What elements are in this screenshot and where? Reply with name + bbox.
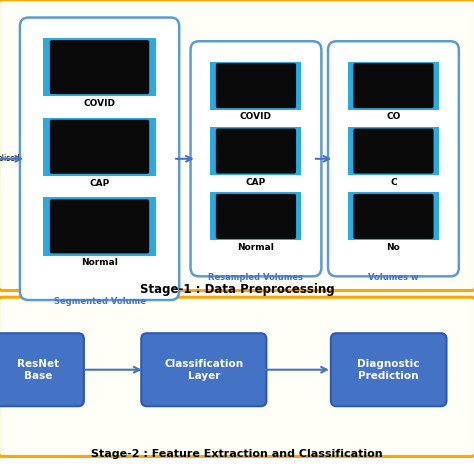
Text: Stage-1 : Data Preprocessing: Stage-1 : Data Preprocessing	[140, 283, 334, 296]
FancyBboxPatch shape	[50, 200, 149, 254]
Bar	[210, 192, 301, 240]
Text: CO: CO	[386, 112, 401, 121]
Text: COVID: COVID	[240, 112, 272, 121]
Bar	[348, 192, 439, 240]
FancyBboxPatch shape	[0, 333, 84, 406]
FancyBboxPatch shape	[353, 128, 434, 173]
FancyBboxPatch shape	[216, 128, 296, 173]
Bar	[348, 127, 439, 175]
Text: Normal: Normal	[81, 258, 118, 267]
Text: COVID: COVID	[83, 99, 116, 108]
FancyBboxPatch shape	[50, 120, 149, 174]
Bar	[348, 62, 439, 109]
Bar	[43, 38, 156, 96]
Text: No: No	[386, 243, 401, 252]
FancyBboxPatch shape	[331, 333, 447, 406]
Text: CAP: CAP	[246, 178, 266, 187]
FancyBboxPatch shape	[0, 297, 474, 456]
FancyBboxPatch shape	[353, 194, 434, 239]
FancyBboxPatch shape	[216, 63, 296, 108]
Bar	[210, 127, 301, 175]
Text: ResNet
Base: ResNet Base	[17, 359, 59, 381]
Bar	[210, 62, 301, 109]
Text: Stage-2 : Feature Extraction and Classification: Stage-2 : Feature Extraction and Classif…	[91, 449, 383, 459]
Text: Normal: Normal	[237, 243, 274, 252]
Text: Classification
Layer: Classification Layer	[164, 359, 243, 381]
FancyBboxPatch shape	[191, 41, 321, 276]
FancyBboxPatch shape	[141, 333, 266, 406]
Bar	[43, 197, 156, 255]
FancyBboxPatch shape	[216, 194, 296, 239]
FancyBboxPatch shape	[0, 0, 474, 291]
Text: alised: alised	[0, 155, 20, 163]
Bar	[43, 118, 156, 176]
FancyBboxPatch shape	[50, 40, 149, 94]
Text: Resampled Volumes: Resampled Volumes	[209, 273, 303, 283]
Text: C: C	[390, 178, 397, 187]
Text: Segmented Volume: Segmented Volume	[54, 297, 146, 306]
Text: Diagnostic
Prediction: Diagnostic Prediction	[357, 359, 420, 381]
FancyBboxPatch shape	[328, 41, 459, 276]
FancyBboxPatch shape	[353, 63, 434, 108]
Text: CAP: CAP	[90, 179, 109, 188]
Text: Volumes w: Volumes w	[368, 273, 419, 283]
FancyBboxPatch shape	[20, 18, 179, 300]
